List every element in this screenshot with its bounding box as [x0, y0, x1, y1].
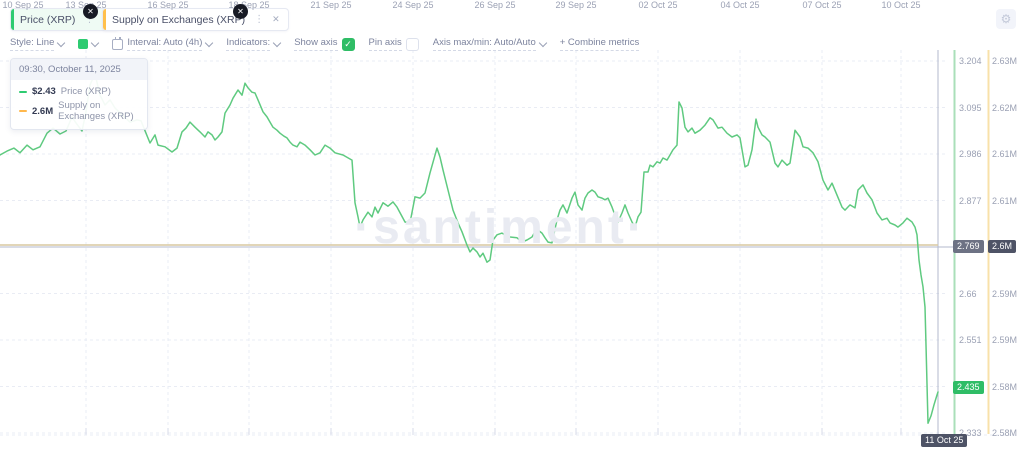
kebab-menu-icon[interactable]: ⋮ — [254, 13, 265, 25]
gear-icon[interactable]: ⚙ — [996, 9, 1016, 29]
price-hover-badge: 2.769 — [953, 240, 984, 253]
pin-axis-label: Pin axis — [368, 37, 402, 51]
price-last-badge: 2.435 — [953, 381, 984, 394]
supply-series-dash-icon — [19, 110, 27, 112]
chart-tooltip: 09:30, October 11, 2025 $2.43 Price (XRP… — [10, 58, 148, 130]
tooltip-row-supply: 2.6M Supply on Exchanges (XRP) — [19, 100, 139, 122]
calendar-icon — [112, 36, 124, 50]
tab-price-label: Price (XRP) — [20, 13, 76, 26]
show-axis-checkbox[interactable]: ✓ — [341, 37, 355, 51]
supply-axis-label: 2.61M — [992, 195, 1018, 206]
x-axis-label: 24 Sep 25 — [392, 0, 434, 10]
price-axis-label: 2.986 — [959, 149, 982, 159]
tooltip-supply-value: 2.6M — [32, 105, 54, 117]
price-axis-label: 3.204 — [959, 56, 982, 66]
chevron-down-icon — [272, 38, 282, 47]
pin-axis-checkbox[interactable] — [405, 37, 419, 51]
series-color-swatch[interactable] — [78, 39, 89, 49]
kebab-menu-icon[interactable]: ⋮ — [84, 13, 95, 25]
tab-supply-accent-bar — [103, 9, 106, 30]
price-axis-label: 2.66 — [959, 288, 977, 299]
tab-close-icon[interactable]: ✕ — [272, 14, 280, 24]
x-axis-label: 16 Sep 25 — [147, 0, 189, 10]
tab-supply-label: Supply on Exchanges (XRP) — [112, 13, 246, 26]
santiment-watermark: ·santiment· — [354, 201, 646, 254]
date-hover-badge: 11 Oct 25 — [921, 434, 968, 447]
pin-axis-control: Pin axis — [368, 37, 419, 51]
chevron-down-icon — [538, 38, 547, 47]
price-axis-label: 2.333 — [959, 428, 982, 438]
supply-axis-label: 2.58M — [992, 428, 1018, 438]
series-color-picker[interactable] — [78, 38, 100, 49]
tooltip-timestamp: 09:30, October 11, 2025 — [11, 59, 147, 80]
tooltip-price-label: Price (XRP) — [60, 86, 111, 97]
show-axis-label: Show axis — [294, 37, 338, 51]
x-axis-label: 26 Sep 25 — [474, 0, 516, 10]
chart-toolbar: Style: Line Interval: Auto (4h) Indicato… — [10, 36, 640, 52]
price-line — [0, 73, 939, 424]
indicators-label: Indicators: — [226, 37, 271, 51]
chevron-down-icon — [91, 38, 100, 47]
x-axis-label: 10 Oct 25 — [881, 0, 921, 10]
price-axis-label: 2.877 — [959, 195, 982, 206]
chevron-down-icon — [57, 38, 66, 47]
interval-dropdown[interactable]: Interval: Auto (4h) — [112, 36, 214, 51]
price-axis-label: 3.095 — [959, 102, 982, 113]
tab-price-accent-bar — [11, 9, 14, 30]
interval-label: Interval: Auto (4h) — [127, 37, 203, 51]
x-axis-label: 21 Sep 25 — [310, 0, 352, 10]
supply-axis-label: 2.59M — [992, 288, 1018, 299]
indicators-dropdown[interactable]: Indicators: — [226, 37, 282, 51]
x-axis-label: 07 Oct 25 — [802, 0, 842, 10]
supply-axis-label: 2.62M — [992, 102, 1018, 113]
supply-hover-badge: 2.6M — [988, 240, 1017, 253]
style-label: Style: Line — [10, 37, 55, 51]
combine-metrics-button[interactable]: + Combine metrics — [559, 37, 640, 51]
x-axis-label: 18 Sep 25 — [228, 0, 270, 10]
tooltip-price-value: $2.43 — [32, 86, 56, 97]
x-axis-label: 29 Sep 25 — [555, 0, 597, 10]
tooltip-row-price: $2.43 Price (XRP) — [19, 86, 139, 97]
style-dropdown[interactable]: Style: Line — [10, 37, 66, 51]
price-axis-label: 2.551 — [959, 335, 982, 345]
supply-axis-label: 2.63M — [992, 56, 1018, 66]
show-axis-control: Show axis ✓ — [294, 37, 355, 51]
x-axis-label: 02 Oct 25 — [638, 0, 678, 10]
remove-metric-badge-icon[interactable]: ✕ — [83, 4, 98, 19]
supply-axis-label: 2.61M — [992, 149, 1018, 159]
supply-axis-label: 2.58M — [992, 381, 1018, 392]
x-axis-label: 04 Oct 25 — [720, 0, 760, 10]
combine-metrics-label: + Combine metrics — [559, 37, 640, 51]
axis-maxmin-label: Axis max/min: Auto/Auto — [432, 37, 536, 51]
x-axis-label: 10 Sep 25 — [2, 0, 44, 10]
remove-metric-badge-icon[interactable]: ✕ — [233, 4, 248, 19]
supply-axis-label: 2.59M — [992, 335, 1018, 345]
tooltip-supply-label: Supply on Exchanges (XRP) — [58, 100, 134, 122]
axis-maxmin-dropdown[interactable]: Axis max/min: Auto/Auto — [432, 37, 547, 51]
price-series-dash-icon — [19, 90, 27, 93]
chevron-down-icon — [205, 38, 214, 47]
